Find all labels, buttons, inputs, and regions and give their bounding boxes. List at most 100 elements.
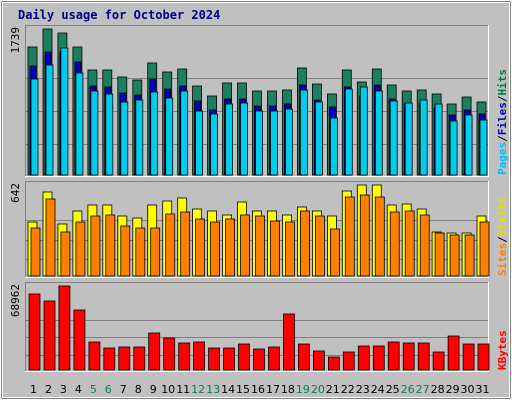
bar-kbytes-day-12	[193, 341, 206, 371]
bar-kbytes-day-2	[43, 300, 56, 371]
bar-pages-day-23	[359, 86, 368, 176]
legend-sites: Sites	[496, 243, 509, 276]
bar-pages-day-26	[404, 102, 413, 176]
bar-sites-day-27	[419, 214, 430, 277]
x-tick-day-24: 24	[371, 383, 385, 396]
x-tick-day-13: 13	[206, 383, 220, 396]
bar-sites-day-20	[314, 215, 325, 277]
x-tick-day-29: 29	[446, 383, 460, 396]
bar-kbytes-day-14	[223, 347, 236, 371]
x-tick-day-14: 14	[221, 383, 235, 396]
bar-sites-day-30	[464, 234, 475, 277]
bar-pages-day-15	[240, 102, 248, 176]
x-tick-day-28: 28	[431, 383, 445, 396]
bar-kbytes-day-11	[178, 342, 191, 371]
legend-pages: Pages	[496, 142, 509, 175]
x-tick-day-27: 27	[416, 383, 430, 396]
bar-pages-day-21	[329, 117, 338, 176]
bar-pages-day-4	[75, 72, 84, 176]
bar-sites-day-3	[60, 231, 71, 277]
legend-hits-files-pages: Pages/Files/Hits	[496, 69, 509, 175]
bar-sites-day-26	[404, 210, 415, 277]
chart-title: Daily usage for October 2024	[18, 8, 220, 22]
bar-kbytes-day-3	[58, 285, 71, 371]
bar-sites-day-29	[449, 234, 460, 277]
x-tick-day-6: 6	[105, 383, 112, 396]
x-tick-day-22: 22	[341, 383, 355, 396]
bar-pages-day-14	[225, 103, 234, 176]
x-tick-day-12: 12	[191, 383, 205, 396]
bar-kbytes-day-29	[447, 335, 460, 371]
bar-sites-day-19	[299, 210, 310, 277]
legend-separator: /	[496, 135, 509, 142]
bar-pages-day-10	[165, 97, 174, 176]
bar-kbytes-day-23	[357, 345, 370, 371]
legend-files: Files	[496, 102, 509, 135]
bar-pages-day-29	[449, 120, 458, 176]
x-tick-day-18: 18	[281, 383, 295, 396]
x-tick-day-26: 26	[401, 383, 415, 396]
bar-kbytes-day-5	[88, 341, 101, 371]
bar-sites-day-25	[389, 211, 400, 277]
bar-pages-day-12	[195, 110, 204, 176]
bar-pages-day-16	[255, 110, 263, 176]
bar-sites-day-4	[75, 221, 86, 277]
legend-kbytes: KBytes	[496, 330, 509, 370]
bar-kbytes-day-20	[312, 350, 325, 371]
bar-sites-day-9	[150, 227, 161, 277]
bar-pages-day-11	[180, 90, 189, 176]
x-tick-day-20: 20	[311, 383, 325, 396]
bar-kbytes-day-18	[283, 313, 295, 371]
x-tick-day-10: 10	[161, 383, 175, 396]
bar-kbytes-day-17	[268, 346, 280, 371]
bar-pages-day-3	[60, 47, 69, 176]
bar-pages-day-28	[434, 103, 443, 176]
bar-kbytes-day-28	[432, 351, 445, 371]
bar-pages-day-13	[210, 113, 219, 176]
x-tick-day-21: 21	[326, 383, 340, 396]
bar-sites-day-1	[30, 227, 41, 277]
y-max-label: 68962	[9, 284, 22, 317]
bar-kbytes-day-4	[73, 309, 86, 371]
bar-pages-day-27	[419, 99, 428, 176]
bar-sites-day-6	[105, 214, 116, 277]
bar-sites-day-22	[344, 196, 355, 277]
x-tick-day-16: 16	[251, 383, 265, 396]
bar-kbytes-day-24	[372, 345, 385, 371]
bar-pages-day-7	[120, 101, 129, 176]
x-tick-day-7: 7	[120, 383, 127, 396]
bar-sites-day-18	[285, 221, 295, 277]
bar-sites-day-2	[45, 198, 56, 277]
bar-kbytes-day-31	[477, 343, 490, 371]
x-tick-day-15: 15	[236, 383, 250, 396]
legend-visits: Visits	[496, 197, 509, 237]
bar-sites-day-8	[135, 227, 146, 277]
bar-kbytes-day-22	[342, 351, 355, 371]
legend-separator: /	[496, 236, 509, 243]
bar-sites-day-5	[90, 215, 101, 277]
bar-sites-day-24	[374, 196, 385, 277]
x-tick-day-2: 2	[45, 383, 52, 396]
bar-sites-day-31	[479, 221, 490, 277]
x-tick-day-1: 1	[30, 383, 37, 396]
bar-pages-day-2	[45, 64, 54, 176]
legend-visits-sites: Sites/Visits	[496, 197, 509, 277]
bar-kbytes-day-9	[148, 332, 161, 371]
y-max-label: 1739	[9, 27, 22, 54]
bar-pages-day-8	[135, 99, 144, 176]
bar-kbytes-day-21	[327, 356, 340, 371]
bar-pages-day-1	[30, 78, 39, 176]
bar-sites-day-13	[210, 221, 221, 277]
x-tick-day-9: 9	[150, 383, 157, 396]
bar-pages-day-6	[105, 93, 114, 176]
bar-sites-day-14	[225, 218, 236, 277]
bar-pages-day-30	[464, 114, 473, 176]
bar-sites-day-15	[240, 214, 250, 277]
panel-visits-sites: 642 Sites/Visits	[9, 181, 509, 278]
bar-sites-day-17	[270, 220, 280, 277]
bar-sites-day-23	[359, 194, 370, 277]
bar-sites-day-28	[434, 232, 445, 277]
